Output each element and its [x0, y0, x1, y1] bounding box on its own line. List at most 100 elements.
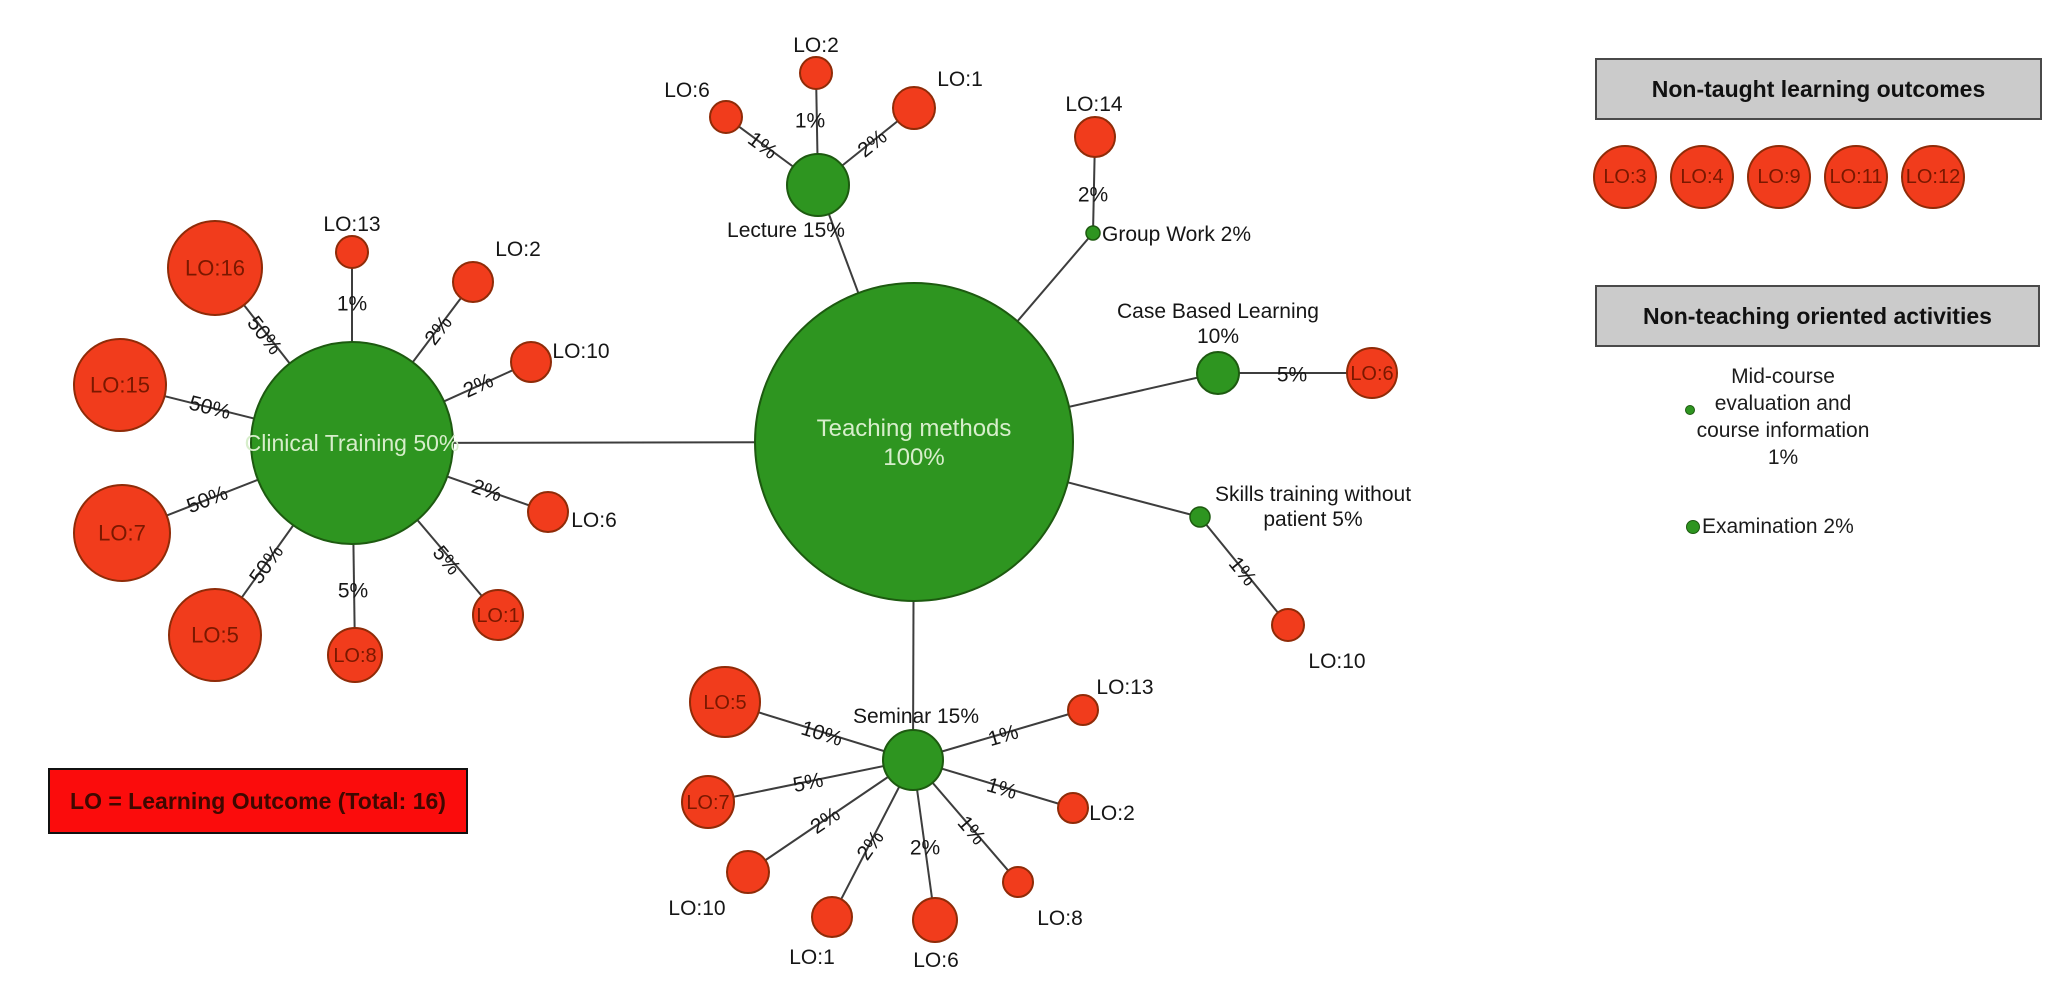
label-lect-lo6: LO:6 [664, 79, 710, 102]
label-clin-lo7: LO:7 [98, 521, 146, 546]
edge-label-seminar--sem-lo5: 10% [798, 717, 845, 751]
node-clin-lo1 [472, 589, 524, 641]
node-teaching-methods [754, 282, 1074, 602]
examination-dot-icon [1686, 520, 1700, 534]
edge-label-clinical-training--clin-lo1: 5% [428, 542, 465, 580]
label-clin-lo13: LO:13 [323, 213, 380, 236]
mid-course-line-4: 1% [1767, 446, 1799, 469]
label-skills-lo10: LO:10 [1308, 650, 1365, 673]
label-seminar: Seminar 15% [853, 705, 979, 728]
node-seminar [882, 729, 944, 791]
node-clin-lo7 [73, 484, 171, 582]
label-clin-lo1: LO:1 [476, 605, 519, 627]
label-sem-lo8: LO:8 [1037, 907, 1083, 930]
edge-label-seminar--sem-lo13: 1% [985, 720, 1021, 751]
node-sem-lo13 [1067, 694, 1099, 726]
edge-label-clinical-training--clin-lo8: 5% [338, 579, 368, 602]
non-taught-circles-row: LO:3 LO:4 LO:9 LO:11 LO:12 [1593, 145, 1965, 209]
node-sem-lo10 [726, 850, 770, 894]
edge-label-seminar--sem-lo1: 2% [853, 826, 889, 864]
node-sem-lo5 [689, 666, 761, 738]
non-taught-title: Non-taught learning outcomes [1651, 75, 1986, 102]
node-clin-lo13 [335, 235, 369, 269]
edge-seminar--sem-lo10 [747, 759, 914, 873]
node-cbl-lo6 [1346, 347, 1398, 399]
edge-label-clinical-training--clin-lo5: 50% [245, 541, 288, 589]
label-sem-lo7: LO:7 [686, 792, 729, 814]
non-taught-lo9: LO:9 [1747, 145, 1811, 209]
non-taught-lo11: LO:11 [1824, 145, 1888, 209]
node-skills-training [1189, 506, 1211, 528]
node-sem-lo8 [1002, 866, 1034, 898]
non-teaching-header: Non-teaching oriented activities [1595, 285, 2040, 347]
mid-course-dot-icon [1685, 405, 1695, 415]
label-clin-lo2: LO:2 [495, 238, 541, 261]
label-lect-lo2: LO:2 [793, 34, 839, 57]
label-skills-training: Skills training without patient 5% [1215, 483, 1411, 531]
edge-label-clinical-training--clin-lo13: 1% [337, 292, 367, 315]
node-clin-lo2 [452, 261, 494, 303]
edge-label-seminar--sem-lo7: 5% [791, 769, 825, 798]
node-case-based-learning [1196, 351, 1240, 395]
label-sem-lo5: LO:5 [703, 692, 746, 714]
edge-label-seminar--sem-lo6: 2% [910, 836, 940, 859]
label-clin-lo6: LO:6 [571, 509, 617, 532]
label-clin-lo15: LO:15 [90, 373, 150, 398]
mid-course-label: Mid-course evaluation and course informa… [1692, 363, 1874, 471]
edge-label-lecture--lect-lo2: 1% [795, 109, 825, 132]
node-clin-lo5 [168, 588, 262, 682]
non-taught-header: Non-taught learning outcomes [1595, 58, 2042, 120]
mid-course-line-3: course information [1696, 419, 1870, 442]
node-clinical-training [250, 341, 454, 545]
node-clin-lo10 [510, 341, 552, 383]
mid-course-line-2: evaluation and [1714, 392, 1852, 415]
node-lect-lo2 [799, 56, 833, 90]
non-teaching-title: Non-teaching oriented activities [1643, 302, 1992, 329]
legend-text: LO = Learning Outcome (Total: 16) [70, 787, 446, 814]
non-taught-lo3: LO:3 [1593, 145, 1657, 209]
node-clin-lo15 [73, 338, 167, 432]
edge-label-clinical-training--clin-lo6: 2% [469, 475, 505, 507]
label-sem-lo6: LO:6 [913, 949, 959, 972]
edge-label-clinical-training--clin-lo10: 2% [460, 369, 497, 402]
node-lect-lo6 [709, 100, 743, 134]
label-sem-lo2: LO:2 [1089, 802, 1135, 825]
node-skills-lo10 [1271, 608, 1305, 642]
mid-course-line-1: Mid-course [1731, 365, 1835, 388]
label-clin-lo16: LO:16 [185, 256, 245, 281]
label-gw-lo14: LO:14 [1065, 93, 1123, 116]
node-sem-lo2 [1057, 792, 1089, 824]
label-clinical-training: Clinical Training 50% [245, 430, 460, 456]
label-teaching-methods: Teaching methods 100% [817, 415, 1012, 471]
edge-label-clinical-training--clin-lo15: 50% [187, 392, 233, 425]
node-gw-lo14 [1074, 116, 1116, 158]
edge-label-seminar--sem-lo2: 1% [984, 773, 1020, 804]
label-sem-lo13: LO:13 [1096, 676, 1153, 699]
legend-box: LO = Learning Outcome (Total: 16) [48, 768, 468, 834]
label-clin-lo8: LO:8 [333, 645, 376, 667]
node-clin-lo6 [527, 491, 569, 533]
node-clin-lo16 [167, 220, 263, 316]
node-sem-lo1 [811, 896, 853, 938]
node-group-work [1085, 225, 1101, 241]
edge-label-case-based-learning--cbl-lo6: 5% [1277, 363, 1307, 386]
edge-skills-training--skills-lo10 [1199, 516, 1289, 626]
edge-seminar--sem-lo7 [707, 759, 914, 803]
label-clin-lo10: LO:10 [552, 340, 609, 363]
node-clin-lo8 [327, 627, 383, 683]
label-clin-lo5: LO:5 [191, 623, 239, 648]
label-sem-lo1: LO:1 [789, 946, 835, 969]
label-cbl-lo6: LO:6 [1350, 363, 1393, 385]
examination-label: Examination 2% [1702, 515, 1854, 538]
node-sem-lo7 [681, 775, 735, 829]
edge-label-clinical-training--clin-lo7: 50% [184, 481, 232, 518]
non-taught-lo12: LO:12 [1901, 145, 1965, 209]
edge-label-group-work--gw-lo14: 2% [1078, 183, 1108, 206]
node-lecture [786, 153, 850, 217]
label-sem-lo10: LO:10 [668, 897, 725, 920]
label-group-work: Group Work 2% [1102, 223, 1251, 246]
label-lect-lo1: LO:1 [937, 68, 983, 91]
edge-label-seminar--sem-lo10: 2% [806, 803, 844, 839]
